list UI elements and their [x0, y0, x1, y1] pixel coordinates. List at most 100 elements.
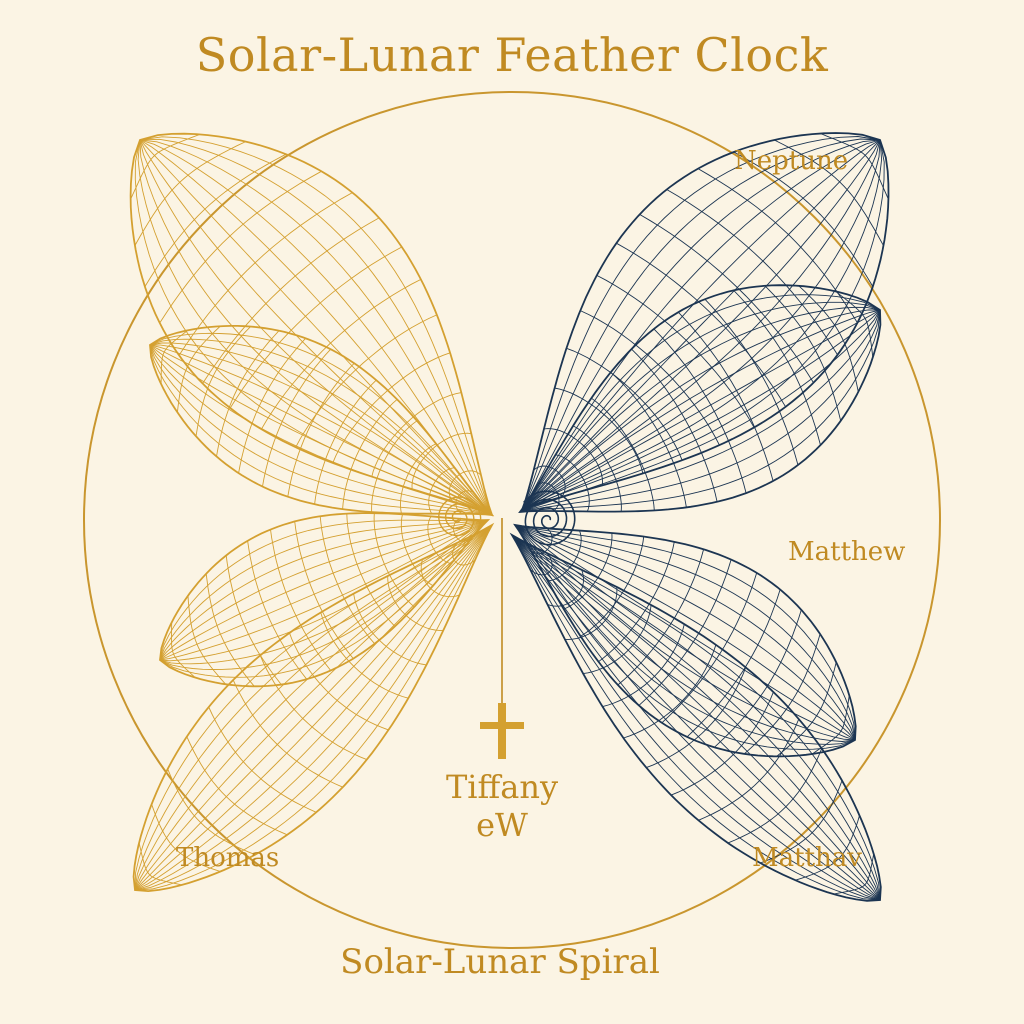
feather-lunar-2-rib — [538, 482, 560, 512]
feather-solar-3-vein — [159, 519, 489, 661]
feather-solar-3-vein — [159, 519, 489, 661]
feather-lunar-3-vein — [514, 524, 856, 741]
feather-solar-4-rib — [259, 655, 367, 761]
feather-solar-4-vein — [134, 524, 493, 891]
feather-solar-2-rib — [287, 362, 355, 497]
feather-lunar-2-vein — [519, 309, 881, 513]
feather-lunar-3-vein — [514, 524, 856, 741]
feather-lunar-2-rib — [591, 397, 655, 511]
feather-solar-1-rib — [130, 133, 200, 200]
feather-solar-4-vein — [134, 524, 493, 891]
feather-lunar-4-rib — [698, 718, 800, 821]
feather-lunar-3-rib — [638, 559, 732, 706]
feather-lunar-4-rib — [602, 623, 685, 708]
feather-solar-2-rib — [342, 399, 398, 510]
feather-lunar-2-vein — [519, 306, 881, 513]
feather-solar-4-rib — [208, 706, 317, 813]
label-thomas: Thomas — [176, 843, 280, 873]
feather-solar-4-rib — [186, 736, 288, 836]
feather-solar-2-vein — [149, 338, 493, 516]
feather-lunar-3-rib — [661, 572, 758, 724]
feather-lunar-4-vein — [511, 534, 881, 901]
feather-solar-1-vein — [134, 139, 493, 516]
feather-lunar-2-rib — [610, 372, 687, 508]
feather-lunar-1-vein — [521, 139, 881, 511]
feather-lunar-1-rib — [543, 428, 603, 486]
feather-solar-4-vein — [134, 524, 493, 891]
feather-lunar-4 — [509, 532, 882, 902]
feather-lunar-2-rib — [704, 298, 799, 466]
feather-lunar-2-vein — [519, 309, 881, 513]
feather-lunar-2-rib — [733, 290, 821, 446]
feather-solar-2-outline — [149, 325, 495, 517]
feather-solar-4-vein — [134, 524, 493, 891]
feather-solar-4-rib — [232, 679, 343, 788]
center-name-line1: Tiffany — [445, 768, 559, 806]
label-neptune: Neptune — [734, 146, 849, 176]
feather-solar-2-rib — [371, 420, 418, 513]
feather-lunar-4-vein — [511, 534, 881, 901]
feather-solar-1-rib — [134, 141, 246, 246]
feather-solar-4-rib — [151, 804, 221, 872]
feather-lunar-1-vein — [521, 136, 881, 511]
feather-solar-3-rib — [346, 513, 396, 627]
feather-solar-3-rib — [187, 595, 227, 685]
feather-lunar-2-rib — [572, 425, 622, 512]
feather-lunar-1-rib — [820, 133, 889, 200]
feather-lunar-1-rib — [533, 465, 566, 498]
feather-solar-2-rib — [314, 379, 377, 505]
feather-lunar-2 — [518, 284, 882, 514]
feather-lunar-2-vein — [519, 309, 881, 513]
feather-solar-4-rib — [320, 612, 409, 699]
feather-solar-3-vein — [159, 519, 489, 661]
feather-lunar-1-rib — [580, 310, 720, 446]
feather-lunar-3-rib — [598, 541, 675, 663]
feather-solar-4-rib — [138, 842, 182, 886]
feather-lunar-4-rib — [564, 587, 618, 640]
label-matthew: Matthew — [788, 537, 906, 567]
feather-solar-1-vein — [139, 139, 493, 516]
feather-lunar-2-vein — [519, 309, 881, 513]
feather-lunar-4-vein — [511, 534, 881, 901]
feather-solar-1-rib — [178, 192, 353, 356]
feather-solar-4-vein — [134, 524, 493, 891]
feather-solar-2-rib — [400, 443, 437, 514]
feather-lunar-2-rib — [631, 348, 718, 502]
feather-lunar-1-vein — [521, 139, 883, 511]
feather-solar-1 — [129, 132, 494, 517]
feather-solar-1-rib — [332, 352, 451, 464]
feather-lunar-3-rib — [811, 695, 850, 755]
feather-solar-3-rib — [171, 622, 196, 678]
feather-lunar-3-vein — [514, 524, 856, 741]
feather-lunar-2-rib — [835, 291, 874, 358]
feather-solar-1-vein — [139, 139, 493, 516]
feather-solar-3-rib — [205, 573, 255, 687]
page-title: Solar-Lunar Feather Clock — [195, 28, 829, 82]
page-subtitle: Solar-Lunar Spiral — [340, 942, 660, 982]
feather-solar-4-vein — [134, 524, 493, 891]
lunar-spiral-icon — [523, 490, 576, 546]
feather-lunar-3-vein — [514, 524, 856, 741]
feather-lunar-3-rib — [580, 536, 645, 637]
feather-lunar-1-vein — [521, 139, 881, 511]
feather-lunar-4-rib — [760, 780, 843, 864]
feather-lunar-1-vein — [521, 138, 881, 511]
feather-solar-2-rib — [238, 337, 306, 474]
feather-solar-1-rib — [144, 153, 287, 287]
feather-solar-2-vein — [149, 344, 493, 516]
feather-solar-2-vein — [149, 342, 493, 516]
feather-solar-3-rib — [319, 516, 375, 644]
feather-lunar-1 — [520, 132, 890, 512]
feather-solar-2-rib — [262, 348, 332, 487]
feather-lunar-3-rib — [714, 609, 802, 748]
feather-lunar-4-vein — [511, 534, 881, 901]
feather-lunar-1-rib — [774, 139, 884, 246]
feather-solar-3-rib — [225, 555, 282, 685]
feather-solar-2-vein — [149, 344, 493, 516]
feather-solar-1-rib — [229, 246, 403, 409]
feather-lunar-4-vein — [511, 534, 881, 901]
feather-lunar-1-rib — [566, 347, 683, 461]
feather-solar-4-rib — [387, 575, 444, 631]
feather-lunar-3-rib — [617, 549, 705, 686]
